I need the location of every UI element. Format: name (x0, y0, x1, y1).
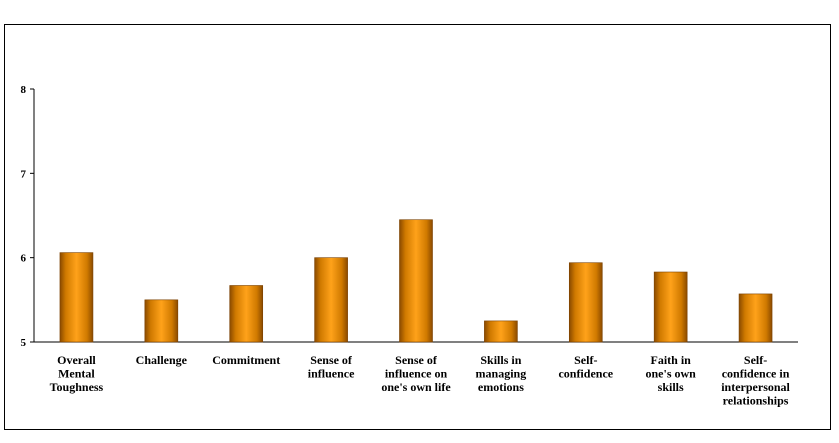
category-label-line: confidence in (722, 367, 790, 381)
bar (314, 257, 348, 343)
category-label-line: influence on (385, 367, 448, 381)
category-label: Self-confidence (558, 353, 613, 381)
category-label: Commitment (212, 353, 280, 367)
bar (59, 252, 94, 343)
category-label-line: Toughness (50, 380, 104, 394)
category-label-line: Self- (744, 353, 767, 367)
y-axis-ticks: 5 6 7 8 (21, 84, 34, 349)
category-label-line: emotions (478, 380, 524, 394)
category-label-line: influence (308, 367, 355, 381)
category-label-line: interpersonal (721, 380, 790, 394)
category-label-line: Faith in (650, 353, 691, 367)
category-label-line: Challenge (136, 353, 188, 367)
category-label-line: Commitment (212, 353, 280, 367)
bar (653, 271, 688, 343)
bar (738, 293, 773, 343)
y-tick-label: 8 (21, 84, 27, 96)
bar (229, 285, 264, 343)
category-label-line: Skills in (480, 353, 521, 367)
bar (484, 320, 518, 343)
category-label-line: Mental (58, 367, 95, 381)
category-label: Challenge (136, 353, 188, 367)
bar (144, 299, 179, 343)
category-label-line: one's own life (381, 380, 451, 394)
category-label-line: confidence (558, 367, 613, 381)
category-label-line: Sense of (310, 353, 353, 367)
category-label-line: relationships (723, 394, 789, 408)
category-label-line: Self- (574, 353, 597, 367)
y-tick-label: 7 (21, 168, 27, 180)
y-tick-label: 6 (21, 253, 27, 265)
category-label-line: Sense of (395, 353, 438, 367)
category-label: Self-confidence ininterpersonalrelations… (721, 353, 790, 408)
category-label-line: skills (658, 380, 684, 394)
y-tick-label: 5 (21, 337, 27, 349)
bar (568, 262, 603, 343)
bar (399, 219, 433, 343)
category-label-line: Overall (57, 353, 96, 367)
bars-group (59, 219, 773, 343)
category-label-line: managing (476, 367, 527, 381)
category-label-line: one's own (645, 367, 696, 381)
